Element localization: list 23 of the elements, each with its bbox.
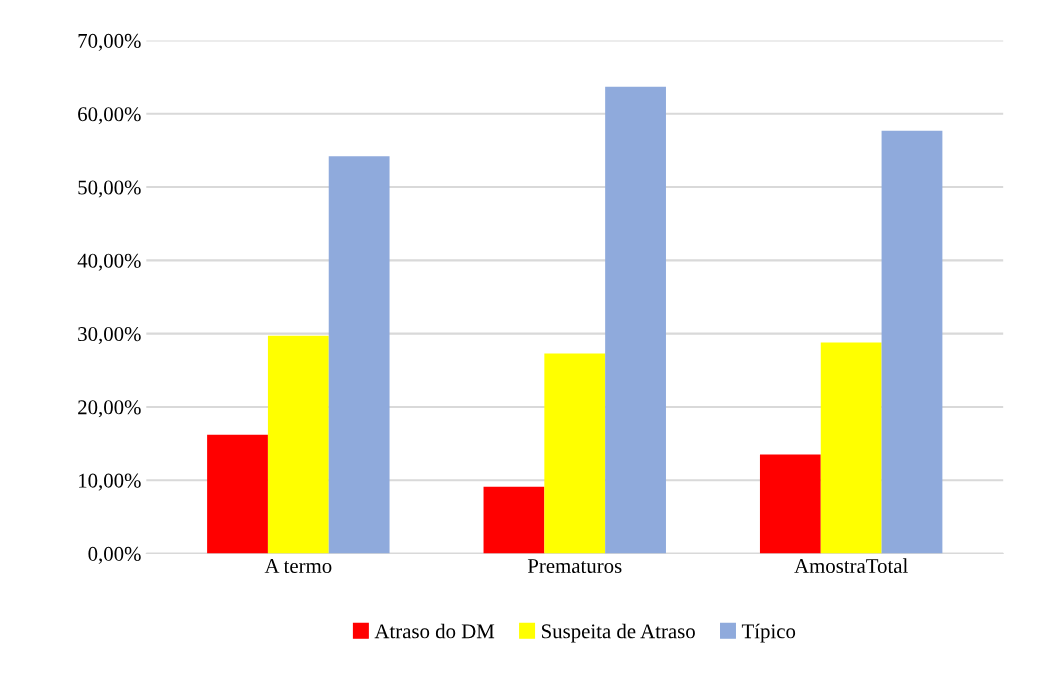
y-tick-label: 0,00%: [88, 546, 141, 564]
y-tick-label: 10,00%: [79, 473, 141, 491]
x-tick-label: A termo: [264, 559, 332, 574]
bar: [605, 86, 666, 554]
y-tick-label: 20,00%: [78, 400, 141, 418]
x-tick-label: Prematuros: [527, 559, 622, 574]
bar: [544, 353, 606, 554]
bar: [759, 454, 821, 554]
bar: [207, 434, 268, 554]
bar: [328, 156, 390, 554]
bar: [820, 342, 882, 554]
legend-label: Atraso do DM: [374, 623, 495, 639]
bar: [267, 335, 329, 554]
y-tick-label: 50,00%: [78, 180, 141, 198]
y-tick-label: 30,00%: [78, 327, 141, 345]
bar: [881, 130, 943, 554]
x-tick-label: AmostraTotal: [794, 558, 908, 574]
y-tick-label: 70,00%: [78, 33, 141, 51]
y-tick-label: 60,00%: [78, 107, 141, 125]
legend-label: Suspeita de Atraso: [542, 623, 695, 643]
bar: [483, 486, 545, 554]
legend-label: Típico: [741, 623, 796, 643]
y-tick-label: 40,00%: [77, 253, 141, 271]
